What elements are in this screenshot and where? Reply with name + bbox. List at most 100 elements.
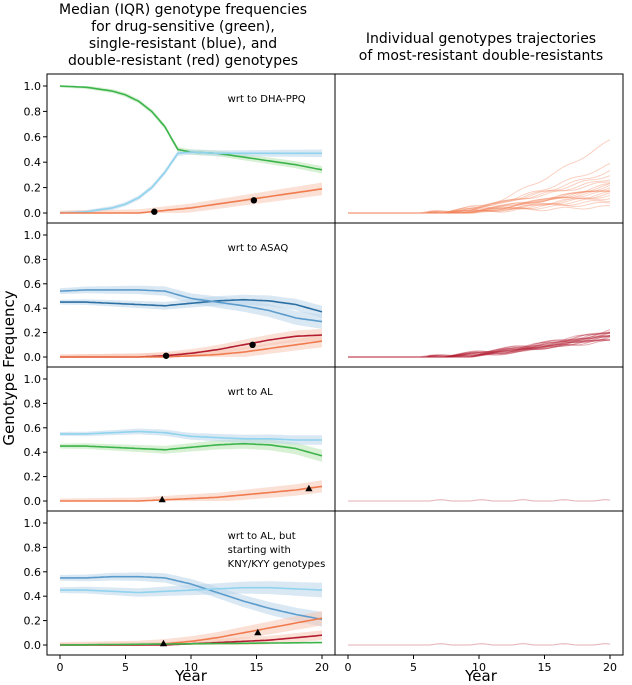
trajectory-line [348, 332, 611, 358]
trajectory-line [348, 194, 611, 214]
panel-1-left: 0.0 0.2 0.4 0.6 0.8 1.0 wrt to DHA-PPQ [24, 73, 336, 224]
trajectory-line [348, 339, 611, 358]
trajectory-line [348, 187, 611, 214]
trajectory-line [348, 334, 611, 358]
panel-annotation: wrt to AL [228, 387, 273, 398]
panel-2-right [334, 222, 624, 368]
trajectory-line [348, 170, 611, 214]
trajectory-line [348, 190, 611, 214]
x-axis-label-right: Year [464, 667, 498, 685]
y-tick-label: 0.2 [24, 615, 42, 628]
trajectory-line [348, 190, 610, 214]
y-tick-label: 0.6 [24, 278, 42, 291]
trajectory-line [348, 175, 611, 214]
left-title-line-1: Median (IQR) genotype frequencies [59, 2, 307, 18]
x-tick-label: 15 [250, 661, 264, 674]
threshold-marker-1 [158, 495, 166, 503]
y-tick-label: 0.2 [24, 182, 42, 195]
trajectory-line [348, 643, 611, 646]
panel-annotation: KNY/KYY genotypes [228, 559, 326, 570]
trajectory-line [348, 183, 611, 214]
y-tick-label: 0.4 [24, 302, 42, 315]
trajectory-line [348, 339, 611, 358]
trajectory-line [348, 139, 611, 214]
iqr-band-single-resistant [60, 149, 322, 213]
x-tick-label: 5 [410, 661, 417, 674]
threshold-marker-1 [162, 352, 170, 359]
trajectory-line [348, 499, 611, 502]
y-tick-label: 0.8 [24, 105, 42, 118]
threshold-marker-2 [254, 628, 262, 636]
trajectory-line [348, 335, 611, 358]
trajectory-line [348, 332, 611, 358]
trajectory-line [348, 179, 611, 214]
y-tick-label: 1.0 [24, 229, 42, 242]
x-axis-label-left: Year [174, 667, 208, 685]
right-title-line-2: of most-resistant double-resistants [359, 48, 603, 64]
y-tick-label: 1.0 [24, 373, 42, 386]
panel-4-left: 0.0 0.2 0.4 0.6 0.8 1.0 0 5 10 15 20 wrt to AL, but… [24, 510, 336, 674]
y-tick-label: 0.8 [24, 397, 42, 410]
threshold-marker-2 [249, 341, 256, 348]
trajectory-line [348, 332, 610, 358]
panel-3-right [334, 366, 624, 512]
y-tick-label: 0.0 [24, 207, 42, 220]
panel-frame [334, 222, 624, 368]
panel-annotation: wrt to ASAQ [228, 243, 289, 254]
x-tick-label: 20 [603, 661, 617, 674]
median-line-double-resistant [60, 188, 323, 214]
panel-4-right: 0 5 10 15 20 [334, 510, 624, 674]
y-tick-label: 0.4 [24, 446, 42, 459]
panel-annotation: wrt to DHA-PPQ [228, 94, 306, 105]
x-tick-label: 10 [184, 661, 198, 674]
panel-1-right [334, 73, 624, 224]
y-tick-label: 0.0 [24, 495, 42, 508]
x-tick-label: 0 [57, 661, 64, 674]
median-line-single-resistant [60, 430, 322, 441]
trajectory-line [348, 181, 611, 214]
median-line-double-resistant-2 [60, 340, 323, 358]
y-tick-label: 0.8 [24, 253, 42, 266]
median-line-single-resistant-KNY [60, 575, 323, 621]
x-tick-label: 0 [345, 661, 352, 674]
iqr-band-double-resistant [60, 480, 322, 501]
y-axis-label: Genotype Frequency [0, 290, 18, 445]
x-tick-label: 10 [472, 661, 486, 674]
y-tick-label: 0.2 [24, 327, 42, 340]
panel-frame [334, 366, 624, 512]
y-tick-label: 0.6 [24, 422, 42, 435]
y-tick-label: 0.0 [24, 351, 42, 364]
panel-annotation: starting with [228, 545, 291, 556]
trajectory-line [348, 334, 611, 358]
trajectory-line [348, 332, 611, 358]
y-tick-label: 0.2 [24, 471, 42, 484]
x-tick-label: 20 [315, 661, 329, 674]
y-tick-label: 0.6 [24, 566, 42, 579]
y-tick-label: 0.0 [24, 639, 42, 652]
median-line-drug-sensitive [60, 442, 323, 457]
trajectory-line [348, 335, 611, 358]
y-tick-label: 0.6 [24, 131, 42, 144]
median-line-single-resistant [59, 151, 322, 214]
median-line-drug-sensitive [60, 298, 323, 313]
trajectory-line [348, 189, 611, 214]
x-tick-label: 5 [122, 661, 129, 674]
threshold-marker-1 [159, 639, 168, 647]
iqr-band-double-resistant-1 [60, 328, 322, 357]
trajectory-line [348, 339, 611, 358]
trajectory-line [348, 335, 611, 358]
panel-2-left: 0.0 0.2 0.4 0.6 0.8 1.0 wrt to ASAQ [24, 222, 336, 368]
left-title-line-3: single-resistant (blue), and [89, 36, 277, 52]
median-line-double-resistant [60, 485, 323, 502]
trajectory-line [348, 163, 611, 214]
trajectory-line [348, 192, 611, 214]
trajectory-line [348, 337, 611, 358]
trajectory-line [348, 182, 611, 214]
y-tick-label: 1.0 [24, 80, 42, 93]
trajectory-line [348, 335, 610, 358]
x-tick-label: 15 [538, 661, 552, 674]
panel-frame [334, 510, 624, 656]
y-tick-label: 0.4 [24, 156, 42, 169]
median-line-drug-sensitive [60, 641, 322, 646]
